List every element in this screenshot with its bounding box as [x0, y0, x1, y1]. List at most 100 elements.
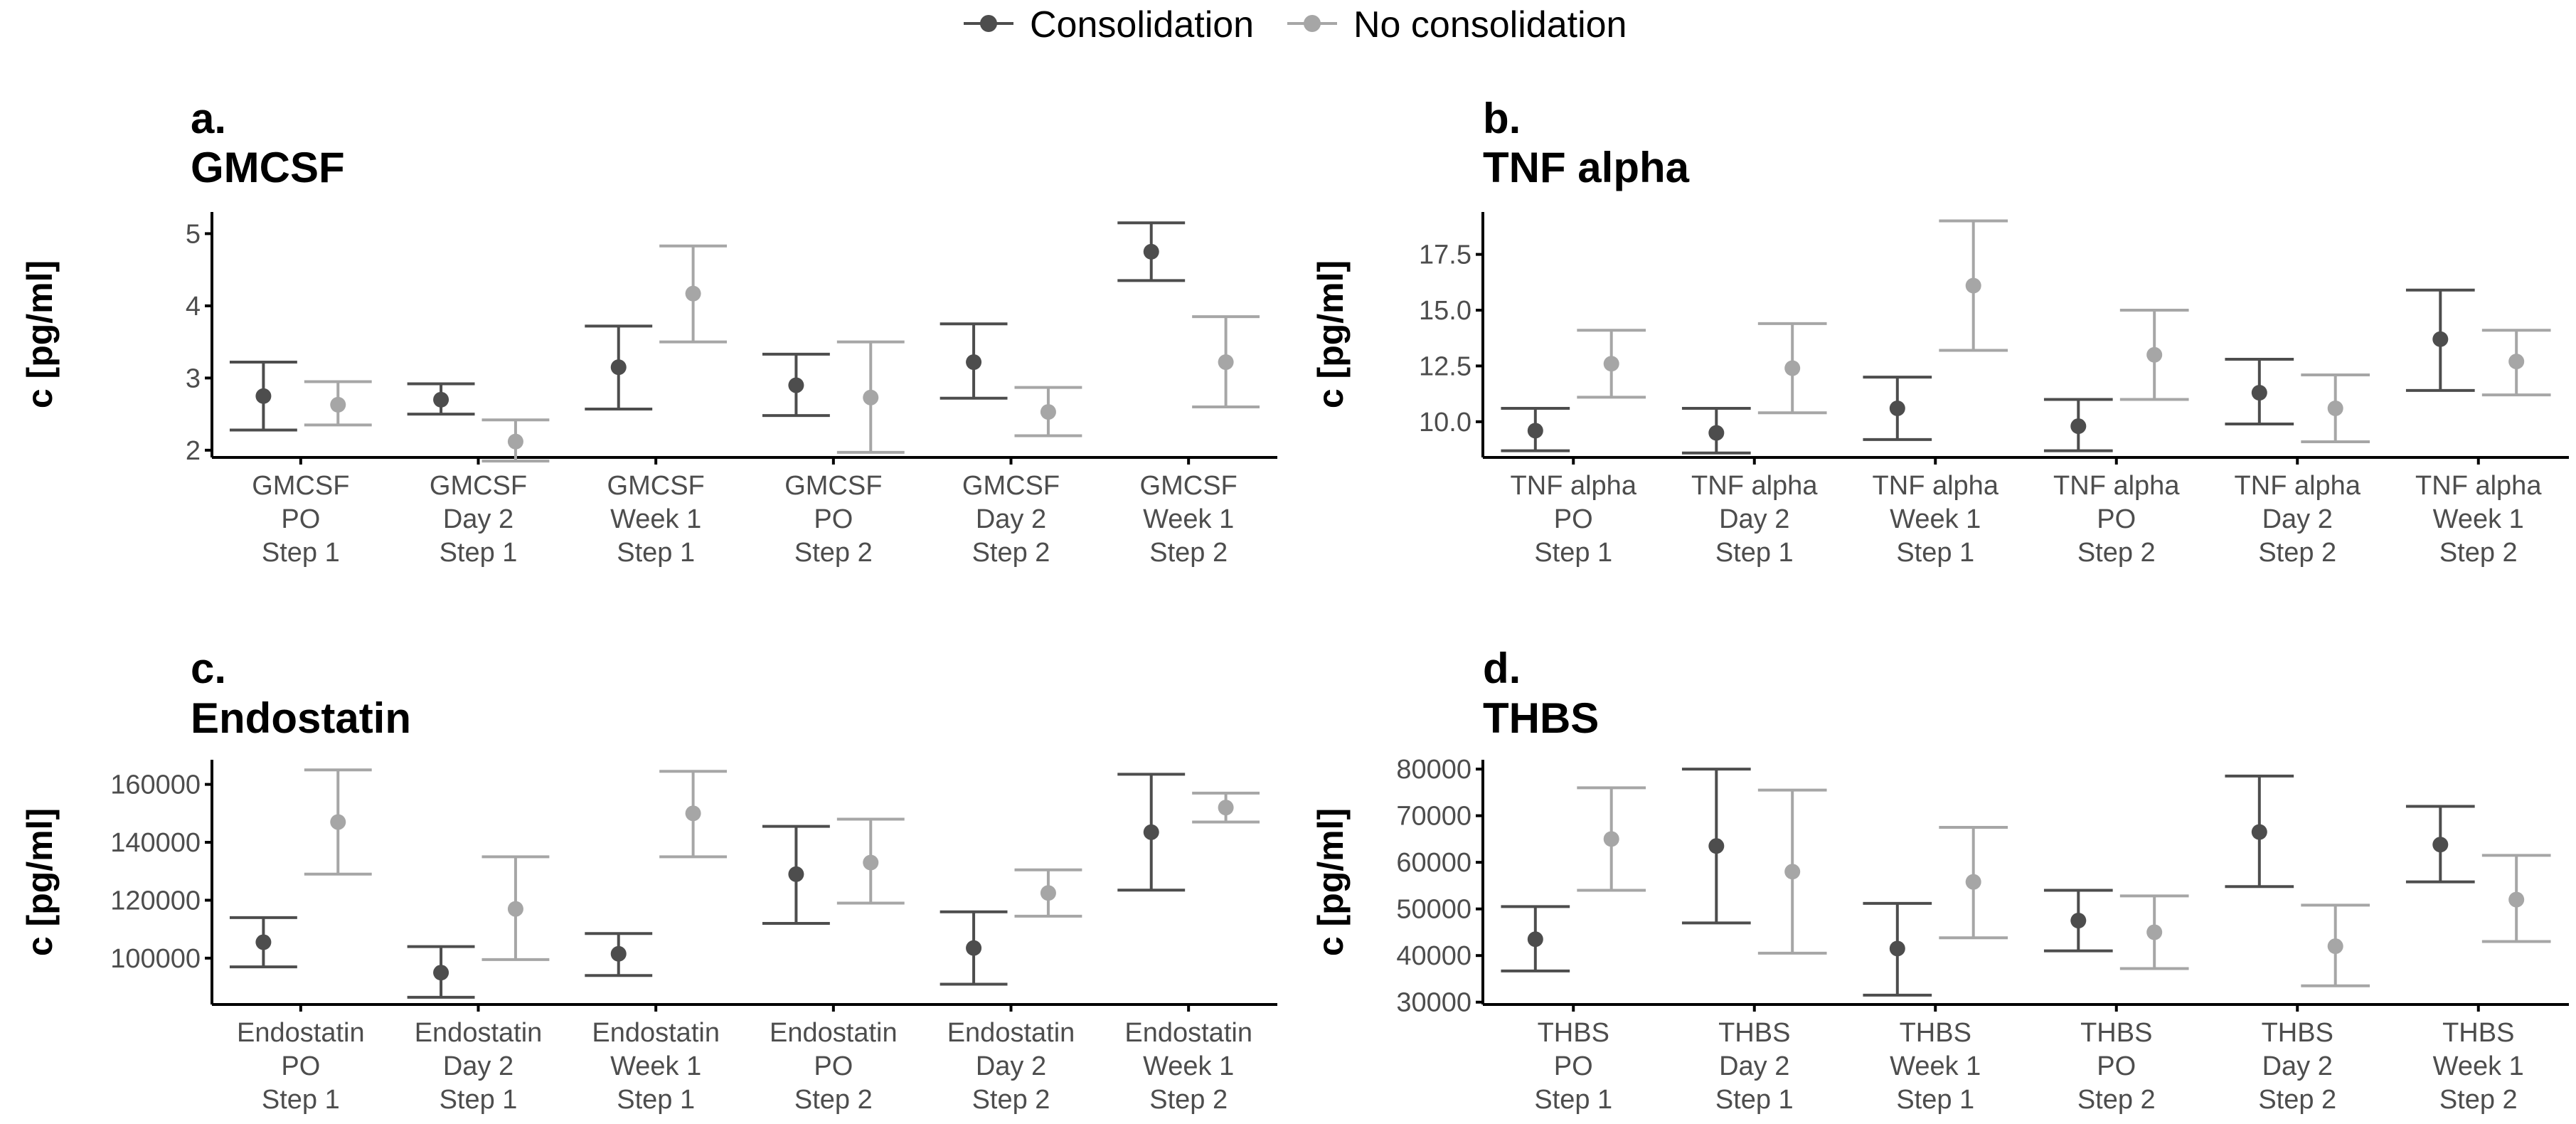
- x-tick-label: THBS Day 2 Step 1: [1715, 1018, 1794, 1115]
- panel-letter: d.: [1483, 645, 1521, 692]
- y-tick-label: 100000: [110, 944, 201, 974]
- x-tick-label: THBS Week 1 Step 2: [2433, 1018, 2524, 1115]
- x-tick-label: Endostatin Week 1 Step 2: [1124, 1018, 1252, 1115]
- y-tick-label: 140000: [110, 828, 201, 858]
- plot-area: 100000 120000 140000 160000 Endostatin PO Step…: [110, 760, 1277, 1115]
- point-no-consolidation: [1603, 356, 1619, 372]
- point-no-consolidation: [1784, 864, 1801, 880]
- x-tick-label: GMCSF Week 1 Step 1: [607, 471, 705, 568]
- point-no-consolidation: [1218, 354, 1234, 371]
- x-tick-label: THBS Week 1 Step 1: [1890, 1018, 1981, 1115]
- legend-consolidation-label: Consolidation: [1030, 4, 1254, 46]
- point-no-consolidation: [1965, 277, 1981, 294]
- y-tick-label: 5: [186, 219, 201, 249]
- panel-title: GMCSF: [191, 144, 345, 191]
- x-tick-label: GMCSF Week 1 Step 2: [1140, 471, 1238, 568]
- point-consolidation: [610, 945, 627, 962]
- point-consolidation: [966, 354, 982, 371]
- point-consolidation: [433, 391, 449, 408]
- x-tick-label: TNF alpha PO Step 1: [1511, 471, 1637, 568]
- point-consolidation: [1527, 423, 1543, 439]
- panel-title: TNF alpha: [1483, 144, 1690, 191]
- y-tick-label: 40000: [1396, 941, 1471, 971]
- x-tick-label: Endostatin Day 2 Step 1: [415, 1018, 543, 1115]
- point-consolidation: [2432, 331, 2449, 347]
- x-tick-label: Endostatin Week 1 Step 1: [592, 1018, 720, 1115]
- y-tick-label: 70000: [1396, 802, 1471, 832]
- point-no-consolidation: [2146, 924, 2163, 940]
- point-consolidation: [2251, 385, 2267, 401]
- legend-no-consolidation-point: [1304, 15, 1321, 32]
- y-axis-label: c [pg/ml]: [1311, 260, 1351, 408]
- panel-letter: b.: [1483, 95, 1521, 142]
- point-consolidation: [788, 866, 804, 882]
- y-tick-label: 80000: [1396, 755, 1471, 785]
- x-tick-label: GMCSF PO Step 1: [252, 471, 349, 568]
- plot-area: 10.0 12.5 15.0 17.5 TNF alpha PO Step 1 TNF alp…: [1419, 212, 2569, 568]
- plot-area: 2 3 4 5 GMCSF PO Step 1 GMCSF Day 2 Step 1 GMCSF We…: [186, 212, 1277, 568]
- x-tick-label: TNF alpha Day 2 Step 2: [2235, 471, 2361, 568]
- point-no-consolidation: [863, 389, 879, 405]
- point-consolidation: [610, 359, 627, 376]
- x-tick-label: THBS PO Step 1: [1534, 1018, 1612, 1115]
- point-consolidation: [2070, 418, 2087, 435]
- panel-title: THBS: [1483, 694, 1599, 742]
- point-no-consolidation: [2327, 401, 2343, 416]
- y-tick-label: 3: [186, 364, 201, 393]
- point-no-consolidation: [330, 814, 346, 830]
- point-consolidation: [2432, 837, 2449, 853]
- point-consolidation: [1527, 931, 1543, 948]
- point-no-consolidation: [1040, 404, 1056, 420]
- point-no-consolidation: [330, 396, 346, 413]
- point-consolidation: [255, 934, 272, 950]
- y-tick-label: 2: [186, 436, 201, 466]
- point-no-consolidation: [507, 433, 523, 450]
- point-consolidation: [2070, 913, 2087, 929]
- point-no-consolidation: [1040, 885, 1056, 901]
- point-no-consolidation: [2146, 346, 2163, 363]
- point-no-consolidation: [863, 854, 879, 871]
- point-no-consolidation: [685, 805, 701, 822]
- y-tick-label: 160000: [110, 770, 201, 800]
- x-tick-label: Endostatin PO Step 2: [770, 1018, 898, 1115]
- x-tick-label: Endostatin Day 2 Step 2: [947, 1018, 1075, 1115]
- y-tick-label: 50000: [1396, 895, 1471, 925]
- point-consolidation: [1143, 243, 1159, 260]
- x-tick-label: TNF alpha Week 1 Step 2: [2415, 471, 2542, 568]
- x-tick-label: TNF alpha PO Step 2: [2053, 471, 2180, 568]
- point-consolidation: [433, 965, 449, 981]
- x-tick-label: TNF alpha Day 2 Step 1: [1691, 471, 1818, 568]
- point-no-consolidation: [2508, 891, 2525, 908]
- panel-tnf-alpha: b. TNF alpha c [pg/ml] 10.0 12.5 15.0 17.5 T…: [1311, 95, 2569, 568]
- point-consolidation: [788, 377, 804, 393]
- y-tick-label: 4: [186, 292, 201, 322]
- point-consolidation: [966, 940, 982, 956]
- legend-consolidation-point: [980, 15, 997, 32]
- plot-area: 30000 40000 50000 60000 70000 80000 THBS PO Step…: [1396, 755, 2569, 1115]
- x-tick-label: THBS Day 2 Step 2: [2258, 1018, 2336, 1115]
- y-tick-label: 12.5: [1419, 351, 1471, 381]
- point-no-consolidation: [1603, 831, 1619, 847]
- point-consolidation: [1889, 401, 1905, 416]
- y-tick-label: 10.0: [1419, 408, 1471, 438]
- point-consolidation: [1143, 824, 1159, 840]
- y-tick-label: 120000: [110, 886, 201, 916]
- point-consolidation: [2251, 824, 2267, 840]
- panel-endostatin: c. Endostatin c [pg/ml] 100000 120000 1400…: [20, 645, 1277, 1115]
- point-consolidation: [255, 388, 272, 404]
- panel-gmcsf: a. GMCSF c [pg/ml] 2 3 4 5 GMCSF PO Step 1 GMCS…: [20, 95, 1277, 568]
- x-tick-label: THBS PO Step 2: [2077, 1018, 2156, 1115]
- x-tick-label: GMCSF Day 2 Step 2: [962, 471, 1060, 568]
- point-no-consolidation: [507, 901, 523, 917]
- y-tick-label: 17.5: [1419, 240, 1471, 270]
- y-tick-label: 30000: [1396, 988, 1471, 1018]
- point-no-consolidation: [2327, 938, 2343, 955]
- point-consolidation: [1708, 838, 1725, 854]
- panel-title: Endostatin: [191, 694, 411, 742]
- point-no-consolidation: [685, 285, 701, 302]
- point-consolidation: [1708, 425, 1725, 441]
- panel-letter: a.: [191, 95, 226, 142]
- x-tick-label: GMCSF Day 2 Step 1: [430, 471, 527, 568]
- x-tick-label: TNF alpha Week 1 Step 1: [1873, 471, 1999, 568]
- point-no-consolidation: [1218, 800, 1234, 816]
